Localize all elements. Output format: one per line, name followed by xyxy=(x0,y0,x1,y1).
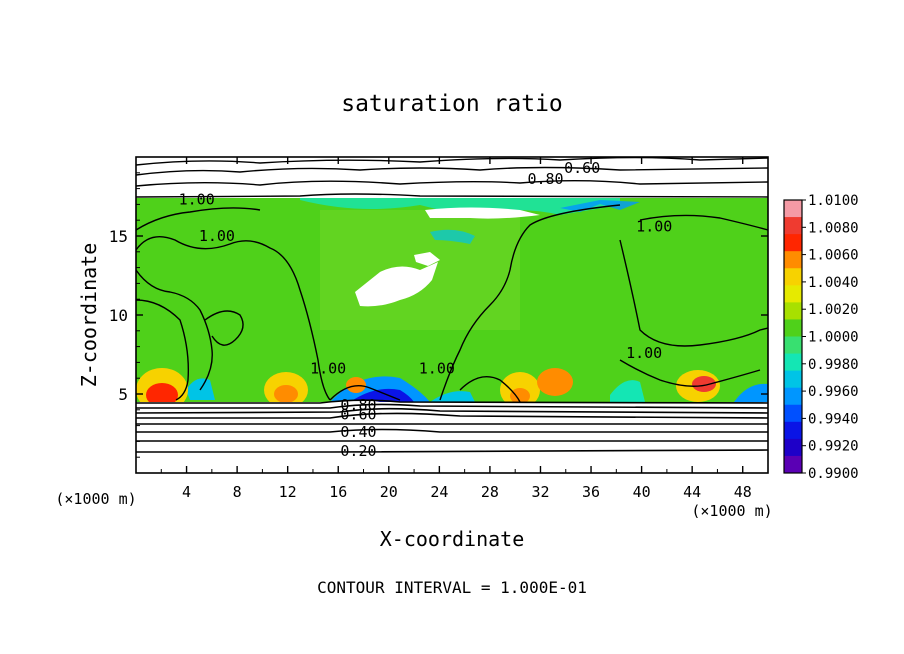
x-tick-label: 8 xyxy=(233,483,242,501)
contour-label: 0.20 xyxy=(340,442,376,460)
x-tick-label: 24 xyxy=(430,483,448,501)
x-tick-label: 20 xyxy=(380,483,398,501)
colorbar-label: 0.9980 xyxy=(808,357,859,373)
x-tick-label: 4 xyxy=(182,483,191,501)
field-blue-patch xyxy=(734,383,768,402)
contour-label: 0.80 xyxy=(340,396,376,414)
colorbar-swatch xyxy=(784,217,802,235)
x-tick-label: 44 xyxy=(683,483,701,501)
colorbar-swatch xyxy=(784,421,802,440)
x-axis-unit: (×1000 m) xyxy=(55,490,136,508)
colorbar-swatch xyxy=(784,251,802,269)
field-top-band xyxy=(136,157,768,198)
x-tick-label: 16 xyxy=(329,483,347,501)
y-tick-label: 5 xyxy=(118,385,128,404)
x-tick-label: 36 xyxy=(582,483,600,501)
colorbar-swatch xyxy=(784,268,802,286)
x-axis: 4 8 12 16 20 24 28 32 36 40 44 48 xyxy=(160,157,752,501)
field-hotspot xyxy=(692,376,716,392)
contour-label: 1.00 xyxy=(419,360,455,378)
colorbar-swatch xyxy=(784,387,802,406)
field-blue-patch xyxy=(430,229,475,244)
field-hotspot xyxy=(346,377,366,393)
colorbar-swatch xyxy=(784,455,802,474)
contour-lines-lower xyxy=(136,399,768,453)
contour-label: 1.00 xyxy=(179,191,215,209)
contour-labels: 0.600.801.001.001.001.00 1.001.000.800.60… xyxy=(179,159,673,460)
field-white-patch xyxy=(425,207,540,219)
contour-label: 0.40 xyxy=(340,423,376,441)
colorbar-swatch xyxy=(784,200,802,218)
contour-label: 1.00 xyxy=(626,344,662,362)
field-cyan-patch xyxy=(300,198,620,215)
x-tick-label: 48 xyxy=(734,483,752,501)
contour-label: 0.60 xyxy=(340,406,376,424)
colorbar-swatch xyxy=(784,370,802,389)
colorbar-swatch xyxy=(784,353,802,372)
field-cyan-patch xyxy=(610,380,645,402)
contour-lines-unity xyxy=(136,204,768,403)
field-white-patch xyxy=(414,252,440,266)
field-white-patch xyxy=(355,262,438,307)
y-axis: 5 10 15 xyxy=(109,172,768,458)
contour-label: 1.00 xyxy=(199,227,235,245)
colorbar-label: 1.0000 xyxy=(808,330,859,346)
colorbar-label: 0.9920 xyxy=(808,439,859,455)
field-cyan-patch xyxy=(430,391,475,402)
colorbar-label: 1.0020 xyxy=(808,302,859,318)
colorbar-label: 0.9960 xyxy=(808,384,859,400)
contour-label: 0.80 xyxy=(527,170,563,188)
contour-interval-note: CONTOUR INTERVAL = 1.000E-01 xyxy=(317,578,587,597)
colorbar-swatch xyxy=(784,285,802,303)
field-hotspot xyxy=(146,383,178,407)
colorbar-swatch xyxy=(784,404,802,423)
field-hotspot xyxy=(537,368,573,396)
contour-label: 0.60 xyxy=(564,159,600,177)
y-tick-label: 10 xyxy=(109,306,128,325)
colorbar-swatch xyxy=(784,234,802,252)
x-tick-label: 40 xyxy=(633,483,651,501)
colorbar-label: 1.0080 xyxy=(808,220,859,236)
x-axis-label: X-coordinate xyxy=(380,527,525,551)
plot-area: 0.600.801.001.001.001.00 1.001.000.800.60… xyxy=(136,157,768,473)
colorbar-swatch xyxy=(784,438,802,457)
field-hotspot xyxy=(274,385,298,403)
colorbar: 1.0100 1.0080 1.0060 1.0040 1.0020 1.0000 0.99… xyxy=(783,193,859,482)
colorbar-label: 1.0060 xyxy=(808,248,859,264)
field-hotspot xyxy=(510,388,530,404)
contour-label: 1.00 xyxy=(636,218,672,236)
colorbar-label: 0.9940 xyxy=(808,411,859,427)
x-tick-label: 12 xyxy=(279,483,297,501)
y-axis-label: Z-coordinate xyxy=(77,243,101,388)
y-tick-label: 15 xyxy=(109,227,128,246)
x-tick-label: 28 xyxy=(481,483,499,501)
colorbar-swatch xyxy=(784,319,802,337)
colorbar-label: 1.0100 xyxy=(808,193,859,209)
colorbar-label: 0.9900 xyxy=(808,466,859,482)
colorbar-swatch xyxy=(784,302,802,320)
contour-label: 1.00 xyxy=(310,360,346,378)
x-tick-label: 32 xyxy=(531,483,549,501)
field-blue-patch xyxy=(560,200,640,212)
x-axis-unit-right: (×1000 m) xyxy=(691,502,772,520)
colorbar-label: 1.0040 xyxy=(808,275,859,291)
chart-title: saturation ratio xyxy=(341,91,563,117)
colorbar-swatch xyxy=(784,336,802,355)
